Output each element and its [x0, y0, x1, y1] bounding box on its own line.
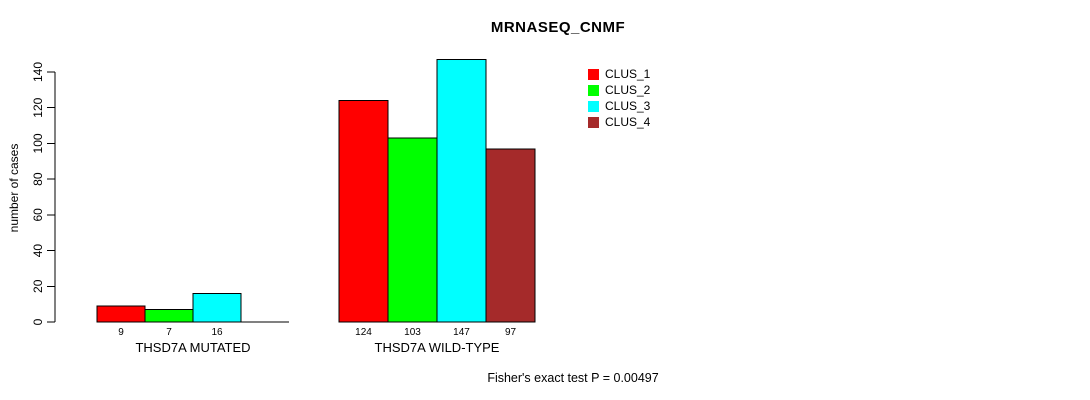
- legend-item: CLUS_4: [588, 114, 650, 130]
- stat-test-annotation: Fisher's exact test P = 0.00497: [487, 371, 659, 385]
- bar-value-label: 103: [404, 327, 421, 338]
- legend-label: CLUS_2: [605, 83, 651, 97]
- y-tick-label: 140: [31, 62, 45, 82]
- bar-value-label: 7: [166, 327, 172, 338]
- bar-value-label: 16: [211, 327, 223, 338]
- legend-label: CLUS_4: [605, 115, 651, 129]
- bar-CLUS_3: [192, 292, 242, 323]
- y-tick-label: 100: [31, 133, 45, 153]
- legend-swatch-CLUS_2: [588, 84, 599, 96]
- bar-CLUS_2: [387, 137, 438, 323]
- y-tick-label: 0: [31, 318, 45, 325]
- y-tick-label: 120: [31, 97, 45, 117]
- bar-CLUS_2: [144, 309, 194, 323]
- chart-title: MRNASEQ_CNMF: [490, 19, 626, 36]
- group-label: THSD7A WILD-TYPE: [375, 340, 500, 355]
- y-tick-label: 80: [31, 172, 45, 186]
- bar-CLUS_4: [485, 148, 536, 323]
- bar-value-label: 9: [118, 327, 124, 338]
- bar-CLUS_1: [338, 100, 389, 323]
- legend-item: CLUS_3: [588, 98, 650, 114]
- y-tick-label: 40: [31, 244, 45, 258]
- legend-item: CLUS_2: [588, 82, 650, 98]
- legend-item: CLUS_1: [588, 66, 650, 82]
- y-tick-label: 60: [31, 208, 45, 222]
- bar-value-label: 147: [453, 327, 470, 338]
- legend-swatch-CLUS_3: [588, 100, 599, 112]
- legend-label: CLUS_1: [605, 67, 651, 81]
- bar-value-label: 97: [505, 327, 517, 338]
- bar-CLUS_1: [96, 305, 146, 323]
- legend-swatch-CLUS_4: [588, 116, 599, 128]
- legend-label: CLUS_3: [605, 99, 651, 113]
- group-label: THSD7A MUTATED: [135, 340, 250, 355]
- legend-swatch-CLUS_1: [588, 68, 599, 80]
- y-tick-label: 20: [31, 279, 45, 293]
- legend: CLUS_1 CLUS_2 CLUS_3 CLUS_4: [588, 66, 650, 130]
- bar-value-label: 124: [355, 327, 372, 338]
- bar-CLUS_3: [436, 59, 487, 323]
